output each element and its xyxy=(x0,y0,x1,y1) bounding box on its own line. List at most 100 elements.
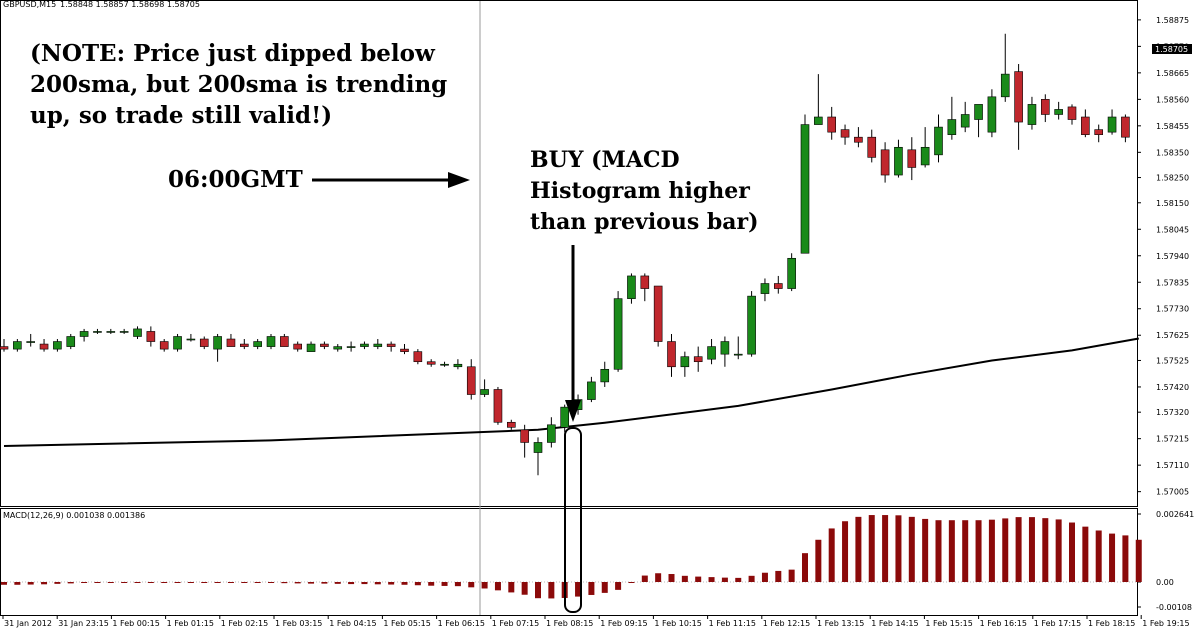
candle xyxy=(960,101,970,133)
candle-body xyxy=(26,341,36,343)
candle-body xyxy=(426,361,436,365)
candle-body xyxy=(440,363,449,366)
candle xyxy=(146,326,156,347)
candle xyxy=(1041,94,1050,123)
macd-bar xyxy=(828,528,835,582)
candle xyxy=(159,339,169,352)
macd-bar xyxy=(641,575,648,582)
candle-body xyxy=(920,146,930,166)
macd-bar xyxy=(761,572,768,582)
candle-body xyxy=(133,328,142,337)
candle xyxy=(400,344,409,355)
time-tick-label: 1 Feb 05:15 xyxy=(383,619,430,628)
macd-bar xyxy=(1042,518,1049,582)
candle-body xyxy=(293,343,303,350)
macd-bar xyxy=(1055,519,1062,582)
candle xyxy=(547,417,556,448)
macd-bar xyxy=(134,582,141,583)
candle xyxy=(426,359,436,367)
buy-arrow xyxy=(565,245,581,422)
candle xyxy=(840,124,850,145)
macd-bar xyxy=(54,582,61,584)
macd-bar xyxy=(374,582,381,585)
candle-body xyxy=(493,389,503,423)
candle xyxy=(560,404,570,433)
candle-body xyxy=(1107,116,1117,133)
time-tick-label: 1 Feb 19:15 xyxy=(1142,619,1189,628)
candle-body xyxy=(1054,109,1063,115)
candle-body xyxy=(867,136,877,158)
candle-body xyxy=(1081,116,1090,135)
macd-bar xyxy=(748,575,755,582)
candle xyxy=(867,129,877,163)
time-tick-label: 31 Jan 2012 xyxy=(4,619,52,628)
candle-body xyxy=(880,149,890,176)
candle-body xyxy=(266,336,276,347)
macd-bar xyxy=(1069,522,1075,582)
macd-bar xyxy=(81,582,88,583)
candle-body xyxy=(240,343,249,347)
candle xyxy=(79,328,89,342)
candle xyxy=(480,379,489,398)
macd-bar xyxy=(668,574,675,582)
sma200-line xyxy=(3,337,1139,447)
candle-body xyxy=(213,336,222,350)
time-tick-label: 1 Feb 07:15 xyxy=(492,619,539,628)
candle xyxy=(13,339,22,352)
time-tick-label: 1 Feb 00:15 xyxy=(112,619,159,628)
macd-bar xyxy=(815,539,822,582)
macd-bar xyxy=(681,575,688,582)
candle xyxy=(1081,109,1090,138)
candle xyxy=(506,419,516,430)
current-price-tag-bg xyxy=(1152,44,1192,54)
macd-bar xyxy=(535,582,541,599)
candle-body xyxy=(199,338,209,347)
macd-bar xyxy=(27,582,34,585)
macd-bar xyxy=(201,582,208,583)
candle-body xyxy=(800,124,810,254)
note-line-3: up, so trade still valid!) xyxy=(30,102,332,129)
candle xyxy=(693,346,703,372)
time-tick-label: 1 Feb 14:15 xyxy=(871,619,918,628)
price-tick-label: 1.58350 xyxy=(1156,148,1189,157)
candle xyxy=(600,361,610,387)
candle-body xyxy=(1041,99,1050,115)
macd-bar xyxy=(121,582,128,583)
current-price-tag: 1.58705 xyxy=(1155,45,1188,54)
candle xyxy=(653,285,663,347)
macd-bar xyxy=(1082,526,1089,582)
macd-bar xyxy=(1,582,7,585)
macd-bar xyxy=(441,582,448,586)
macd-bar xyxy=(908,516,915,582)
candle-body xyxy=(93,331,102,333)
price-tick-label: 1.57420 xyxy=(1156,383,1189,392)
candle xyxy=(974,104,983,138)
candle xyxy=(293,341,303,352)
macd-bar xyxy=(268,582,274,583)
candle xyxy=(987,89,997,138)
candle xyxy=(533,437,543,476)
candle-body xyxy=(533,442,543,453)
price-tick-label: 1.57940 xyxy=(1156,252,1189,261)
candle-body xyxy=(520,429,529,443)
candle xyxy=(386,341,396,352)
candle-body xyxy=(974,104,983,120)
macd-bar xyxy=(227,582,234,583)
macd-bar xyxy=(454,582,461,587)
macd-bar xyxy=(348,582,355,585)
note-line-1: (NOTE: Price just dipped below xyxy=(30,40,436,67)
macd-bar xyxy=(428,582,435,586)
price-tick-label: 1.57730 xyxy=(1156,305,1189,314)
macd-bar xyxy=(41,582,48,585)
buy-line-2: Histogram higher xyxy=(530,178,750,204)
candle xyxy=(1067,104,1077,125)
candle xyxy=(773,275,783,294)
macd-bar xyxy=(414,582,421,586)
candle-body xyxy=(320,343,329,347)
candle-body xyxy=(960,114,970,128)
candle-body xyxy=(13,341,22,350)
candle xyxy=(827,106,837,140)
candle xyxy=(53,339,62,352)
candle-body xyxy=(760,283,770,294)
candle-body xyxy=(854,136,863,143)
